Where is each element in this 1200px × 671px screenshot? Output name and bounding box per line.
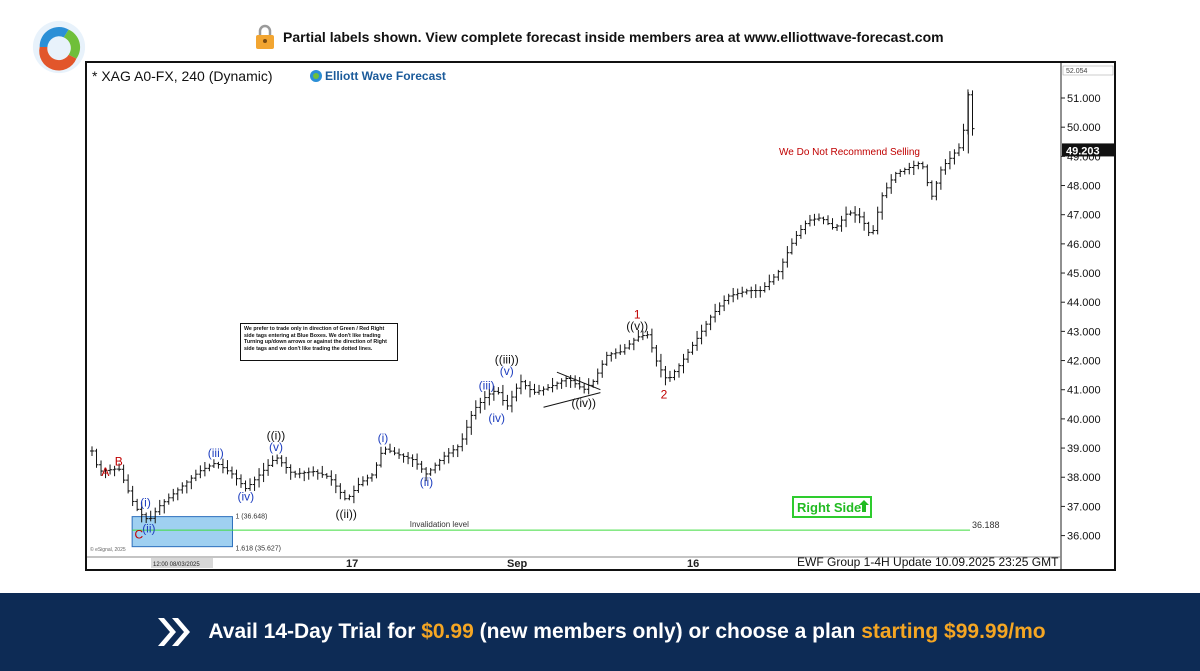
wave-label: (ii) bbox=[142, 522, 155, 536]
y-tick-label: 47.000 bbox=[1067, 210, 1101, 222]
wave-label: ((iv)) bbox=[571, 396, 596, 410]
blue-box-zone bbox=[131, 516, 233, 548]
x-cursor-label-box bbox=[151, 558, 213, 568]
y-tick-label: 38.000 bbox=[1067, 472, 1101, 484]
update-label: EWF Group 1-4H Update 10.09.2025 23:25 G… bbox=[797, 555, 1059, 569]
wave-label: B bbox=[115, 455, 123, 469]
y-tick-label: 48.000 bbox=[1067, 181, 1101, 193]
trial-price: $0.99 bbox=[421, 620, 474, 643]
invalidation-label: Invalidation level bbox=[410, 520, 469, 529]
chart-canvas: 36.000 37.000 38.000 39.000 40.000 41.000 42.0… bbox=[87, 63, 1114, 569]
extension-label-1618: 1.618 (35.627) bbox=[235, 546, 281, 553]
up-arrow-icon bbox=[859, 500, 869, 512]
x-axis-label: 12:00 08/03/2025 bbox=[153, 562, 200, 568]
y-tick-label: 44.000 bbox=[1067, 297, 1101, 309]
x-axis-label: Sep bbox=[507, 558, 527, 569]
invalidation-value: 36.188 bbox=[972, 520, 1000, 530]
x-axis-label: 17 bbox=[346, 558, 358, 569]
copyright-label: © eSignal, 2025 bbox=[90, 546, 126, 553]
members-banner: Partial labels shown. View complete fore… bbox=[255, 22, 944, 52]
wave-label: ((ii)) bbox=[336, 507, 357, 521]
wave-label: (i) bbox=[140, 495, 151, 509]
y-tick-label: 45.000 bbox=[1067, 268, 1101, 280]
double-chevron-right-icon bbox=[158, 618, 191, 646]
brand-mini-logo-inner-icon bbox=[313, 73, 319, 79]
x-axis-label: 16 bbox=[687, 558, 699, 569]
trial-offer-text[interactable]: Avail 14-Day Trial for $0.99 (new member… bbox=[208, 620, 1045, 644]
cta-prefix: Avail 14-Day Trial for bbox=[208, 620, 422, 643]
wave-label: A bbox=[101, 465, 109, 479]
y-tick-label: 41.000 bbox=[1067, 385, 1101, 397]
last-price-label: 49.203 bbox=[1066, 145, 1100, 157]
wave-label: 2 bbox=[661, 387, 668, 401]
price-chart: 36.000 37.000 38.000 39.000 40.000 41.000 42.0… bbox=[85, 61, 1116, 571]
y-tick-label: 46.000 bbox=[1067, 239, 1101, 251]
lock-icon bbox=[256, 24, 274, 49]
y-tick-label: 39.000 bbox=[1067, 443, 1101, 455]
extension-label-1: 1 (36.648) bbox=[235, 514, 267, 521]
sell-warning-label: We Do Not Recommend Selling bbox=[779, 147, 920, 158]
triangle-lower-line bbox=[543, 392, 601, 408]
y-tick-label: 43.000 bbox=[1067, 326, 1101, 338]
chart-symbol-title: * XAG A0-FX, 240 (Dynamic) bbox=[92, 68, 273, 84]
y-tick-label: 51.000 bbox=[1067, 93, 1101, 105]
chart-brand-label: Elliott Wave Forecast bbox=[325, 69, 446, 83]
y-tick-label: 36.000 bbox=[1067, 531, 1101, 543]
wave-label: C bbox=[134, 527, 143, 541]
wave-label: 1 bbox=[634, 307, 641, 321]
wave-label: (iii) bbox=[479, 379, 495, 393]
ewf-logo-icon bbox=[32, 20, 86, 74]
wave-label: ((v)) bbox=[626, 319, 648, 333]
banner-text: Partial labels shown. View complete fore… bbox=[283, 29, 944, 45]
top-price-box bbox=[1062, 65, 1114, 76]
plan-price: starting $99.99/mo bbox=[861, 620, 1046, 643]
right-side-tag-box bbox=[792, 496, 872, 518]
wave-label: (i) bbox=[378, 431, 389, 445]
y-tick-label: 50.000 bbox=[1067, 122, 1101, 134]
wave-label: (iv) bbox=[238, 490, 255, 504]
cta-middle: (new members only) or choose a plan bbox=[473, 620, 862, 643]
right-side-tag-label: Right Side bbox=[797, 500, 861, 515]
wave-label: ((i)) bbox=[267, 428, 286, 442]
wave-label: (iv) bbox=[488, 411, 505, 425]
trading-note-text: We prefer to trade only in direction of … bbox=[240, 323, 398, 361]
wave-label: (v) bbox=[500, 364, 514, 378]
wave-label: (ii) bbox=[420, 475, 433, 489]
triangle-upper-line bbox=[556, 371, 601, 391]
y-tick-label: 40.000 bbox=[1067, 414, 1101, 426]
last-price-marker bbox=[1062, 143, 1114, 157]
trial-cta-bar[interactable]: Avail 14-Day Trial for $0.99 (new member… bbox=[0, 593, 1200, 671]
top-price-label: 52.054 bbox=[1066, 68, 1088, 75]
wave-label: ((iii)) bbox=[495, 352, 519, 366]
y-tick-label: 42.000 bbox=[1067, 356, 1101, 368]
wave-label: (iii) bbox=[208, 446, 224, 460]
y-tick-label: 37.000 bbox=[1067, 501, 1101, 513]
trading-note-box: We prefer to trade only in direction of … bbox=[240, 323, 398, 361]
wave-label: (v) bbox=[269, 440, 283, 454]
